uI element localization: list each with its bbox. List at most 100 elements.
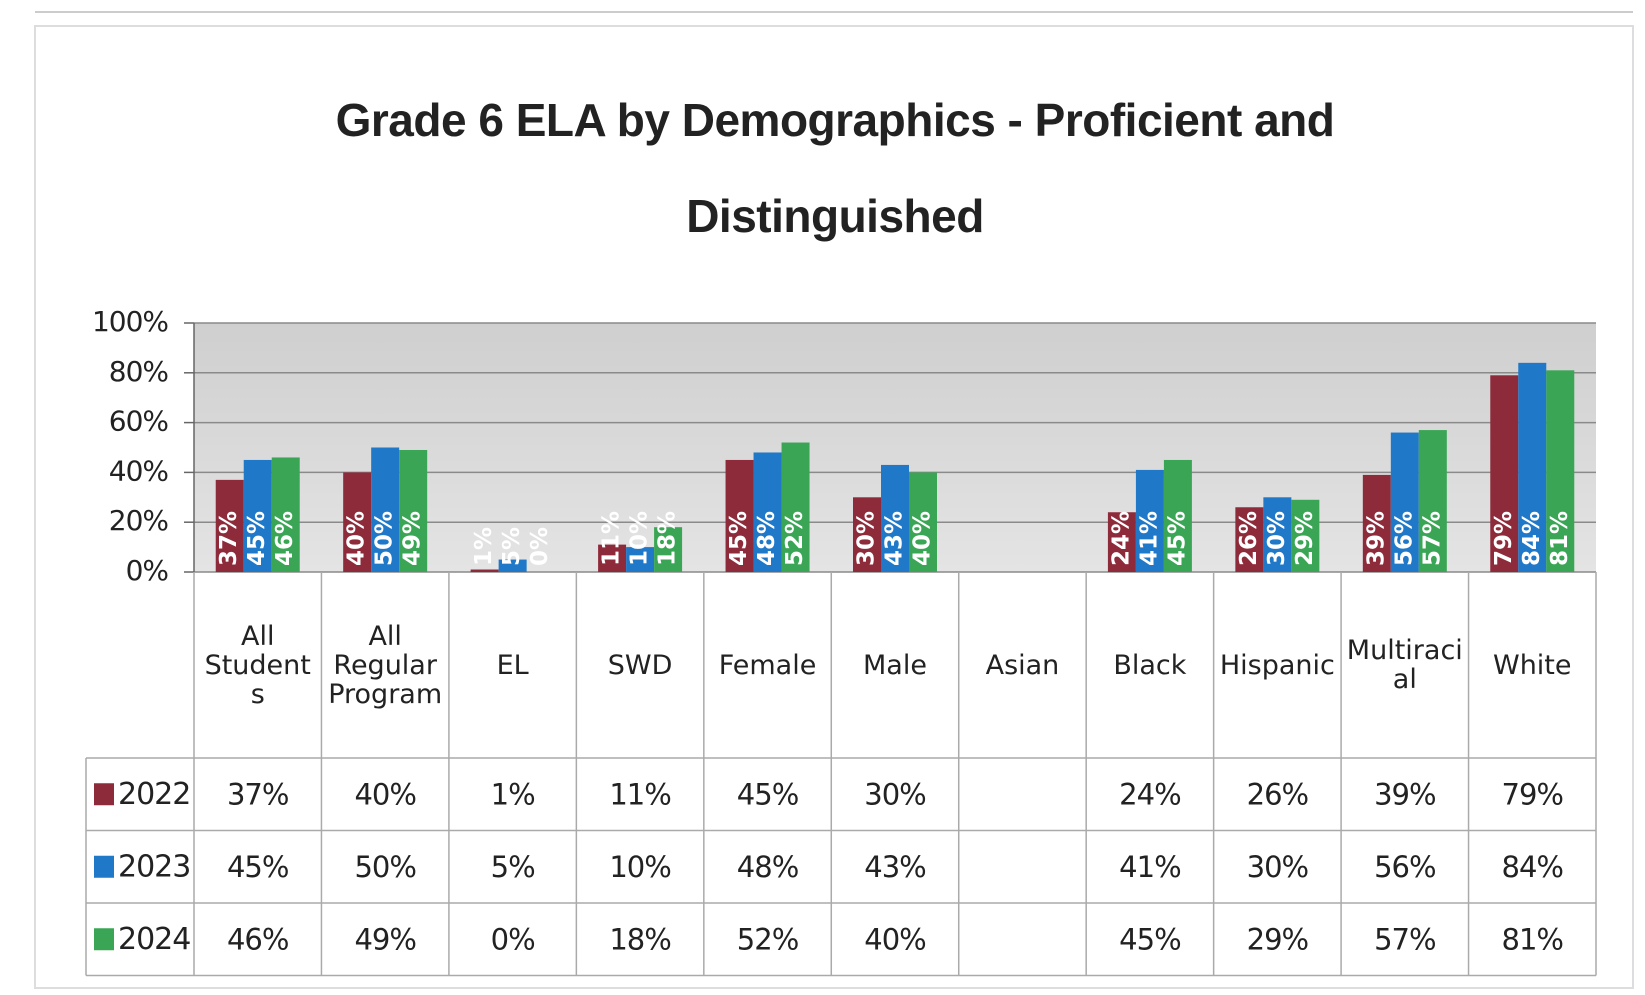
table-cell: 79% xyxy=(1502,777,1563,811)
x-tick-label-box: All Regular Program xyxy=(328,622,442,709)
x-tick-label: White xyxy=(1493,649,1572,681)
x-tick-label: All Students xyxy=(204,620,311,710)
bar-value-label: 48% xyxy=(754,511,780,566)
table-cell: 56% xyxy=(1374,850,1435,884)
table-cell: 40% xyxy=(354,777,415,811)
bar xyxy=(1235,507,1264,572)
bar-value-label: 1% xyxy=(471,527,497,566)
table-cell: 45% xyxy=(737,777,798,811)
table-cell: 41% xyxy=(1119,850,1180,884)
x-tick-label-box: Black xyxy=(1113,649,1187,681)
bar xyxy=(598,544,627,572)
bar xyxy=(343,472,372,572)
x-tick-label-box: Male xyxy=(863,651,927,680)
table-cell: 43% xyxy=(864,850,925,884)
y-tick-label: 20% xyxy=(109,504,169,537)
table-cell: 40% xyxy=(864,922,925,956)
bar-value-label: 39% xyxy=(1363,511,1389,566)
bar-value-label: 10% xyxy=(627,511,653,566)
chart-title-box: Grade 6 ELA by Demographics - Proficient… xyxy=(336,94,1335,242)
table-cell: 26% xyxy=(1247,777,1308,811)
bar xyxy=(371,447,400,572)
bar-value-label: 56% xyxy=(1391,511,1417,566)
legend-label: 2024 xyxy=(118,922,190,957)
x-tick-label-box: White xyxy=(1493,649,1572,681)
bar-value-label: 81% xyxy=(1547,511,1573,566)
x-tick-label: Hispanic xyxy=(1219,649,1335,681)
x-tick-label: Female xyxy=(718,649,817,681)
table-cell: 30% xyxy=(864,777,925,811)
legend-key xyxy=(94,855,114,878)
table-cell: 84% xyxy=(1502,850,1563,884)
bar-value-label: 57% xyxy=(1419,511,1445,566)
x-tick-label-box: SWD xyxy=(607,649,673,681)
bar-value-label: 5% xyxy=(499,527,525,566)
bar xyxy=(853,497,881,572)
bar xyxy=(781,442,810,572)
bar xyxy=(881,464,909,572)
y-tick-label: 60% xyxy=(109,405,169,438)
x-tick-label-box: Female xyxy=(718,649,817,681)
table-cell: 10% xyxy=(609,850,670,884)
bar-value-label: 41% xyxy=(1136,511,1162,566)
bar xyxy=(215,479,244,572)
bar xyxy=(654,527,683,572)
table-cell: 18% xyxy=(609,922,670,956)
x-tick-label: SWD xyxy=(607,649,673,681)
bar-value-label: 29% xyxy=(1292,511,1318,566)
bar-value-label: 30% xyxy=(854,511,880,566)
bar xyxy=(1362,474,1391,572)
table-cell: 57% xyxy=(1374,922,1435,956)
y-tick-label: 0% xyxy=(126,554,169,587)
y-tick-label: 80% xyxy=(109,355,169,388)
bar xyxy=(1418,430,1447,572)
table-cell: 1% xyxy=(491,777,535,811)
x-tick-label: Multiracial xyxy=(1346,635,1463,695)
bar xyxy=(1518,362,1547,572)
bar-value-label: 40% xyxy=(910,511,936,566)
bar-value-label: 45% xyxy=(726,511,752,566)
x-tick-label: Asian xyxy=(985,649,1060,681)
bar-value-label: 79% xyxy=(1491,511,1517,566)
bar-value-label: 50% xyxy=(372,511,398,566)
legend-key xyxy=(94,928,114,951)
bar xyxy=(498,559,527,572)
bar xyxy=(271,457,300,572)
bar xyxy=(1390,432,1419,572)
bar xyxy=(725,459,754,572)
bar xyxy=(1163,459,1192,572)
bar xyxy=(1107,512,1136,572)
bar-value-label: 49% xyxy=(400,511,426,566)
table-cell: 0% xyxy=(491,922,535,956)
table-cell: 45% xyxy=(1119,922,1180,956)
bar-value-label: 45% xyxy=(244,511,270,566)
table-cell: 5% xyxy=(491,850,535,884)
bar xyxy=(753,452,782,572)
bar-value-label: 18% xyxy=(655,511,681,566)
table-cell: 45% xyxy=(227,850,288,884)
table-cell: 49% xyxy=(354,922,415,956)
table-cell: 29% xyxy=(1247,922,1308,956)
bar-value-label: 46% xyxy=(272,511,298,566)
legend-label: 2022 xyxy=(118,777,190,812)
bar xyxy=(626,547,655,572)
x-tick-label: Black xyxy=(1113,649,1187,681)
table-cell: 81% xyxy=(1502,922,1563,956)
table-cell: 48% xyxy=(737,850,798,884)
bar-value-label: 84% xyxy=(1519,511,1545,566)
bar xyxy=(1490,375,1519,572)
x-tick-label-box: Multiracial xyxy=(1346,635,1463,695)
legend-label: 2023 xyxy=(118,849,190,884)
table-cell: 30% xyxy=(1247,850,1308,884)
bar-value-label: 37% xyxy=(216,511,242,566)
bar xyxy=(1263,497,1292,572)
table-cell: 24% xyxy=(1119,777,1180,811)
x-tick-label-box: EL xyxy=(497,651,529,680)
y-tick-label: 100% xyxy=(92,305,168,338)
bar xyxy=(470,569,499,572)
bar-value-label: 45% xyxy=(1164,511,1190,566)
bar-value-label: 0% xyxy=(527,527,553,566)
table-cell: 50% xyxy=(354,850,415,884)
x-tick-label-box: Hispanic xyxy=(1219,649,1335,681)
